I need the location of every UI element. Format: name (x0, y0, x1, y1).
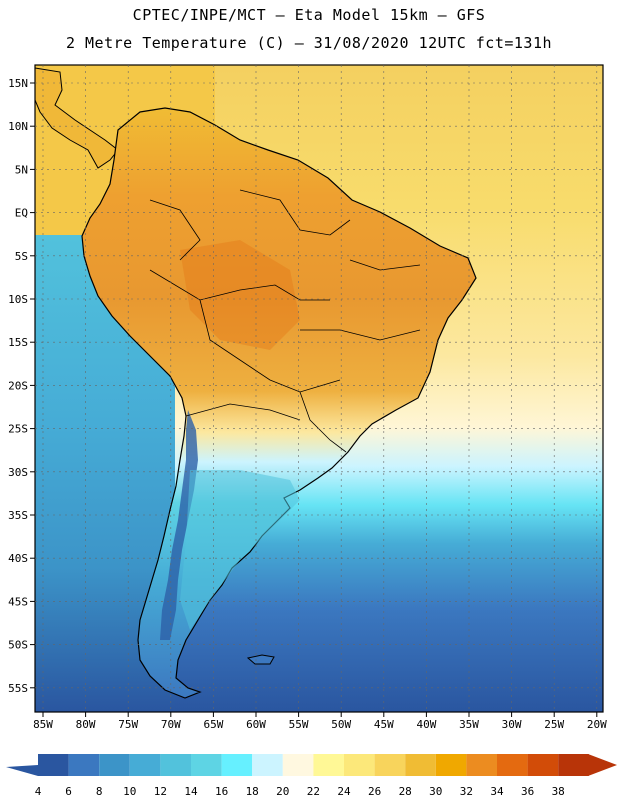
colorbar-tick-label: 30 (429, 785, 442, 798)
colorbar: 4 6 8 10 12 14 16 18 20 22 24 26 28 30 32 34 36 38 (6, 754, 617, 798)
lon-label: 40W (416, 718, 436, 731)
lon-label: 45W (374, 718, 394, 731)
colorbar-tick-label: 22 (307, 785, 320, 798)
map-frame (34, 64, 604, 713)
lat-label: 10S (8, 293, 28, 306)
country-borders (149, 189, 421, 453)
colorbar-swatch (466, 754, 497, 776)
colorbar-right-arrow (588, 754, 617, 776)
lon-label: 70W (161, 718, 181, 731)
colorbar-swatch (374, 754, 406, 776)
colorbar-swatch (38, 754, 69, 776)
lat-label: EQ (15, 207, 28, 220)
lat-label: 15N (8, 77, 28, 90)
colorbar-swatch (313, 754, 344, 776)
map-title-line-2: 2 Metre Temperature (C) – 31/08/2020 12U… (65, 34, 553, 52)
lon-label: 20W (587, 718, 607, 731)
lat-label: 15S (8, 336, 28, 349)
lon-label: 30W (502, 718, 522, 731)
colorbar-tick-label: 26 (368, 785, 381, 798)
map-field (35, 65, 603, 712)
falkland-islands (246, 654, 275, 665)
colorbar-swatch (344, 754, 375, 776)
colorbar-tick-label: 12 (154, 785, 167, 798)
lon-label: 60W (246, 718, 266, 731)
colorbar-swatch (405, 754, 436, 776)
lat-label: 5N (15, 163, 28, 176)
colorbar-tick-label: 16 (215, 785, 228, 798)
lat-label: 40S (8, 552, 28, 565)
colorbar-tick-label: 20 (276, 785, 289, 798)
colorbar-swatch (527, 754, 559, 776)
colorbar-swatch (497, 754, 528, 776)
longitude-labels: 85W 80W 75W 70W 65W 60W 55W 50W 45W 40W 35W 30W 25W 2… (33, 712, 607, 731)
hot-core (180, 240, 300, 350)
colorbar-tick-label: 38 (552, 785, 565, 798)
lat-label: 30S (8, 466, 28, 479)
colorbar-swatch (221, 754, 253, 776)
map-title-line-1: CPTEC/INPE/MCT – Eta Model 15km – GFS (132, 6, 486, 24)
colorbar-swatch (558, 754, 589, 776)
colorbar-tick-label: 14 (184, 785, 198, 798)
lon-label: 25W (544, 718, 564, 731)
colorbar-tick-label: 34 (490, 785, 504, 798)
colorbar-swatch (68, 754, 100, 776)
colorbar-tick-label: 18 (246, 785, 259, 798)
lon-label: 80W (76, 718, 96, 731)
colorbar-swatch (99, 754, 130, 776)
colorbar-tick-label: 8 (96, 785, 103, 798)
colorbar-tick-label: 24 (337, 785, 351, 798)
southern-cone-cool (180, 470, 300, 630)
colorbar-tick-label: 36 (521, 785, 534, 798)
lat-label: 45S (8, 595, 28, 608)
colorbar-swatch (160, 754, 191, 776)
lon-label: 55W (289, 718, 309, 731)
colorbar-swatch (252, 754, 283, 776)
lon-label: 85W (33, 718, 53, 731)
colorbar-swatch (282, 754, 314, 776)
colorbar-swatch (129, 754, 161, 776)
lon-label: 35W (459, 718, 479, 731)
lon-label: 65W (203, 718, 223, 731)
colorbar-tick-label: 10 (123, 785, 136, 798)
lat-label: 35S (8, 509, 28, 522)
lat-label: 25S (8, 423, 28, 436)
colorbar-left-arrow (6, 765, 38, 776)
lon-label: 75W (118, 718, 138, 731)
colorbar-tick-label: 28 (399, 785, 412, 798)
lon-label: 50W (331, 718, 351, 731)
lat-label: 55S (8, 682, 28, 695)
lat-label: 10N (8, 120, 28, 133)
graticule (35, 65, 603, 712)
andes-cold-band (160, 410, 198, 640)
colorbar-tick-label: 6 (65, 785, 72, 798)
latitude-labels: 15N 10N 5N EQ 5S 10S 15S 20S 25S 30S 35S 40S 45S 50S 5… (8, 77, 35, 695)
colorbar-swatch (191, 754, 222, 776)
lat-label: 50S (8, 639, 28, 652)
central-america-land (35, 67, 119, 169)
colorbar-tick-label: 32 (460, 785, 473, 798)
lat-label: 5S (15, 250, 28, 263)
colorbar-tick-label: 4 (35, 785, 42, 798)
colorbar-swatch (435, 754, 467, 776)
lat-label: 20S (8, 379, 28, 392)
